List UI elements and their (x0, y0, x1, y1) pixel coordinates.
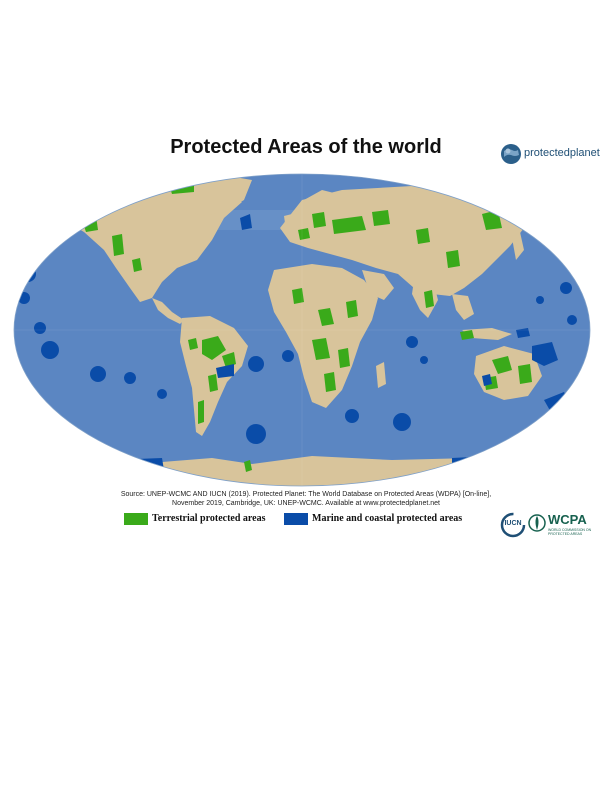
source-citation: Source: UNEP-WCMC AND IUCN (2019). Prote… (60, 490, 552, 508)
source-line-1: Source: UNEP-WCMC AND IUCN (2019). Prote… (120, 491, 492, 498)
wcpa-subtext: WORLD COMMISSION ON PROTECTED AREAS (548, 528, 592, 536)
world-map (13, 173, 591, 487)
iucn-ring-icon (500, 512, 526, 538)
legend-item-marine: Marine and coastal protected areas (284, 511, 494, 527)
wcpa-logo: WCPA WORLD COMMISSION ON PROTECTED AREAS (528, 510, 608, 540)
landmass-uk (284, 214, 294, 230)
planet-logo-icon (501, 144, 521, 164)
graticule (14, 174, 590, 486)
landmass-scandinavia (304, 190, 338, 220)
legend-swatch-marine (284, 513, 308, 525)
landmass-indonesia (462, 328, 512, 340)
iucn-logo: IUCN (500, 512, 526, 538)
legend-label-marine: Marine and coastal protected areas (312, 513, 463, 524)
legend-swatch-terrestrial (124, 513, 148, 525)
wcpa-emblem-icon (528, 514, 546, 532)
landmass-madagascar (376, 362, 386, 388)
source-line-2: November 2019, Cambridge, UK: UNEP-WCMC.… (172, 500, 440, 507)
landmass-southeast-asia (452, 294, 474, 320)
legend-item-terrestrial: Terrestrial protected areas (124, 511, 274, 527)
wcpa-text: WCPA (548, 512, 587, 527)
brand-name: protectedplanet (524, 147, 600, 159)
map-border (13, 173, 591, 487)
landmass-eurasia (280, 186, 532, 296)
landmass-japan (512, 232, 524, 260)
legend-label-terrestrial: Terrestrial protected areas (152, 513, 266, 524)
landmass-central-america (152, 298, 184, 324)
map-title: Protected Areas of the world (170, 136, 442, 158)
iucn-text: IUCN (504, 520, 522, 527)
protectedplanet-logo: protectedplanet (500, 143, 610, 165)
